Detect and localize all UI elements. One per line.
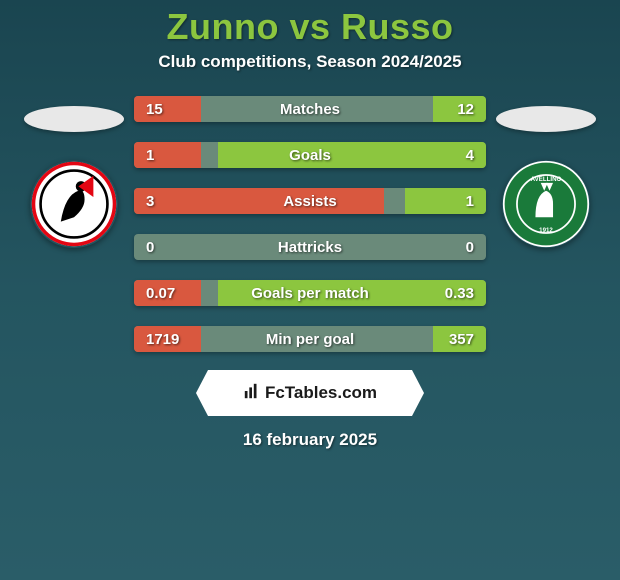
svg-text:AVELLINO: AVELLINO bbox=[531, 176, 562, 183]
right-club-logo: AVELLINO 1912 bbox=[502, 160, 590, 248]
left-club-logo bbox=[30, 160, 118, 248]
stat-bar: 3Assists1 bbox=[134, 188, 486, 214]
stat-text-row: 0Hattricks0 bbox=[134, 234, 486, 260]
stat-bar: 1719Min per goal357 bbox=[134, 326, 486, 352]
subtitle: Club competitions, Season 2024/2025 bbox=[158, 52, 461, 72]
stat-bar: 1Goals4 bbox=[134, 142, 486, 168]
stat-text-row: 1Goals4 bbox=[134, 142, 486, 168]
left-club-logo-svg bbox=[30, 160, 118, 248]
date-label: 16 february 2025 bbox=[243, 430, 377, 450]
stat-label: Min per goal bbox=[134, 331, 486, 348]
stat-label: Matches bbox=[134, 101, 486, 118]
stat-text-row: 15Matches12 bbox=[134, 96, 486, 122]
stat-text-row: 1719Min per goal357 bbox=[134, 326, 486, 352]
stats-column: 15Matches12 1Goals4 3Assists1 0Hattricks0 0.… bbox=[134, 96, 486, 352]
right-player-column: AVELLINO 1912 bbox=[486, 96, 606, 248]
content-wrapper: Zunno vs Russo Club competitions, Season… bbox=[0, 0, 620, 580]
stat-bar: 15Matches12 bbox=[134, 96, 486, 122]
stat-bar: 0.07Goals per match0.33 bbox=[134, 280, 486, 306]
left-player-column bbox=[14, 96, 134, 248]
footer-banner[interactable]: FcTables.com bbox=[208, 370, 412, 416]
stat-label: Goals per match bbox=[134, 285, 486, 302]
stat-bar: 0Hattricks0 bbox=[134, 234, 486, 260]
left-avatar-placeholder bbox=[24, 106, 124, 132]
bars-icon bbox=[243, 382, 261, 405]
page-title: Zunno vs Russo bbox=[166, 6, 453, 48]
right-avatar-placeholder bbox=[496, 106, 596, 132]
site-label: FcTables.com bbox=[265, 383, 377, 403]
body-row: 15Matches12 1Goals4 3Assists1 0Hattricks0 0.… bbox=[0, 96, 620, 352]
stat-label: Hattricks bbox=[134, 239, 486, 256]
stat-label: Goals bbox=[134, 147, 486, 164]
stat-text-row: 0.07Goals per match0.33 bbox=[134, 280, 486, 306]
footer-banner-text: FcTables.com bbox=[243, 382, 377, 405]
svg-text:1912: 1912 bbox=[539, 227, 553, 234]
right-club-logo-svg: AVELLINO 1912 bbox=[502, 160, 590, 248]
stat-label: Assists bbox=[134, 193, 486, 210]
stat-text-row: 3Assists1 bbox=[134, 188, 486, 214]
